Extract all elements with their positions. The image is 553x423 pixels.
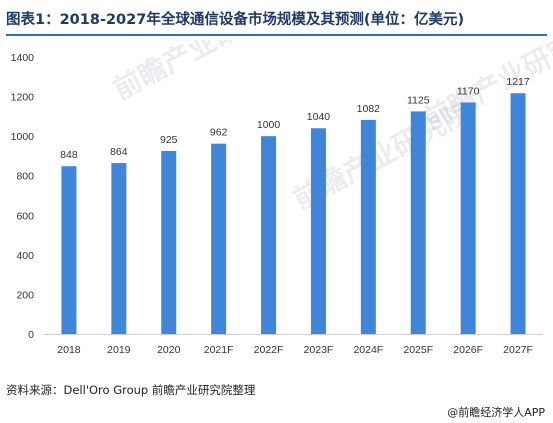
chart-title: 图表1：2018-2027年全球通信设备市场规模及其预测(单位：亿美元) (6, 12, 465, 28)
data-label: 1000 (257, 119, 281, 131)
x-axis: 2018 2019 2020 2021F 2022F 2023F 2024F 2025F 202… (44, 334, 543, 356)
data-label: 1082 (357, 103, 381, 115)
y-tick-label: 400 (16, 250, 34, 262)
data-label: 848 (60, 149, 78, 161)
bar (211, 143, 227, 334)
bar (360, 119, 376, 334)
bar (410, 111, 426, 335)
y-tick-label: 1200 (11, 92, 35, 104)
data-label: 1170 (457, 86, 480, 98)
bar (310, 128, 326, 334)
watermark-text: 前瞻产业研究院 (418, 40, 553, 136)
data-label: 962 (210, 127, 228, 139)
x-tick-label: 2021F (204, 344, 234, 356)
bar (161, 150, 177, 334)
bar (460, 102, 476, 334)
x-tick-label: 2019 (107, 344, 131, 356)
y-axis: 0 200 400 600 800 1000 1200 1400 (11, 52, 35, 341)
data-label: 925 (160, 134, 178, 146)
bar (510, 93, 526, 334)
data-label: 1217 (506, 76, 530, 88)
y-tick-label: 0 (28, 329, 34, 341)
bar-series: 848 864 925 962 1000 1040 1082 1125 1170 1217 (60, 76, 530, 335)
watermark-text: 前瞻产业研究院 (108, 40, 297, 106)
bar (61, 166, 77, 334)
x-tick-label: 2026F (453, 344, 483, 356)
bar (111, 163, 127, 334)
x-tick-label: 2022F (254, 344, 284, 356)
x-tick-label: 2023F (304, 344, 334, 356)
x-tick-label: 2024F (353, 344, 383, 356)
x-tick-label: 2027F (503, 344, 533, 356)
x-tick-label: 2025F (403, 344, 433, 356)
y-tick-label: 1000 (11, 131, 35, 143)
y-tick-label: 200 (16, 289, 34, 301)
y-tick-label: 600 (16, 210, 34, 222)
credit-label: @前瞻经济学人APP (447, 406, 545, 419)
x-tick-label: 2018 (57, 344, 81, 356)
data-label: 864 (110, 146, 128, 158)
y-tick-label: 1400 (11, 52, 35, 64)
title-underline (6, 34, 547, 36)
data-label: 1040 (307, 111, 331, 123)
y-tick-label: 800 (16, 171, 34, 183)
x-tick-label: 2020 (157, 344, 181, 356)
bar (261, 136, 277, 334)
source-note: 资料来源：Dell'Oro Group 前瞻产业研究院整理 (6, 383, 256, 397)
data-label: 1125 (407, 94, 430, 106)
